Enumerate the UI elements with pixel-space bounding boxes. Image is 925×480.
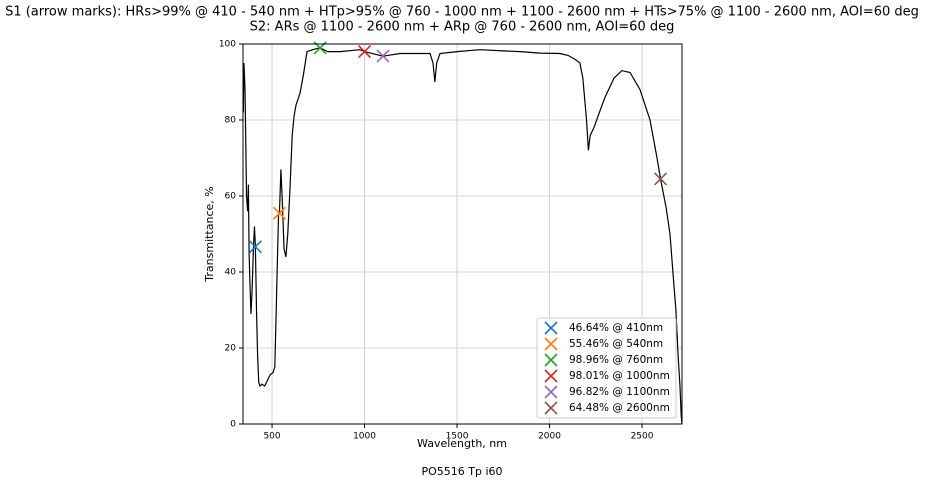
x-axis-label: Wavelength, nm <box>417 437 507 450</box>
x-tick-label: 1000 <box>353 432 376 442</box>
legend-label: 98.96% @ 760nm <box>569 354 663 366</box>
x-tick-label: 2500 <box>631 432 654 442</box>
marker <box>357 44 372 59</box>
legend-marker <box>544 353 558 367</box>
y-tick-label: 40 <box>225 268 237 278</box>
x-tick-label: 1500 <box>446 432 469 442</box>
caption: PO5516 Tp i60 <box>421 465 502 478</box>
marker <box>248 240 262 254</box>
legend-label: 64.48% @ 2600nm <box>569 402 670 414</box>
legend-label: 96.82% @ 1100nm <box>569 386 670 398</box>
plot-frame <box>242 43 683 425</box>
legend-marker <box>544 401 558 415</box>
y-tick-label: 20 <box>225 344 237 354</box>
y-axis-label: Transmittance, % <box>203 186 216 282</box>
x-tick-label: 2000 <box>538 432 561 442</box>
legend-label: 46.64% @ 410nm <box>569 322 663 334</box>
marker <box>653 172 668 186</box>
marker <box>376 49 390 63</box>
chart-title: S1 (arrow marks): HRs>99% @ 410 - 540 nm… <box>5 5 919 20</box>
legend-label: 98.01% @ 1000nm <box>569 370 670 382</box>
legend-marker <box>544 385 558 399</box>
y-tick-label: 80 <box>225 116 237 126</box>
y-tick-label: 60 <box>225 192 237 202</box>
legend-box <box>536 317 677 419</box>
chart-subtitle: S2: ARs @ 1100 - 2600 nm + ARp @ 760 - 2… <box>250 20 675 35</box>
y-tick-label: 0 <box>230 420 236 430</box>
marker <box>272 206 287 220</box>
legend-marker <box>544 337 558 351</box>
legend-label: 55.46% @ 540nm <box>569 338 663 350</box>
legend-marker <box>544 369 558 383</box>
legend-marker <box>544 321 558 335</box>
x-tick-label: 500 <box>263 432 280 442</box>
y-tick-label: 100 <box>219 40 236 50</box>
transmittance-line <box>242 47 683 425</box>
